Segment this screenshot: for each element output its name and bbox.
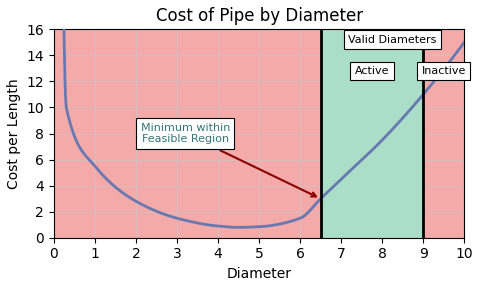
Text: Valid Diameters: Valid Diameters bbox=[348, 35, 437, 45]
X-axis label: Diameter: Diameter bbox=[227, 267, 292, 281]
Text: Minimum within
Feasible Region: Minimum within Feasible Region bbox=[141, 123, 316, 196]
Text: Inactive: Inactive bbox=[421, 66, 466, 76]
Title: Cost of Pipe by Diameter: Cost of Pipe by Diameter bbox=[156, 7, 363, 25]
Y-axis label: Cost per Length: Cost per Length bbox=[7, 78, 21, 189]
Text: Active: Active bbox=[355, 66, 389, 76]
